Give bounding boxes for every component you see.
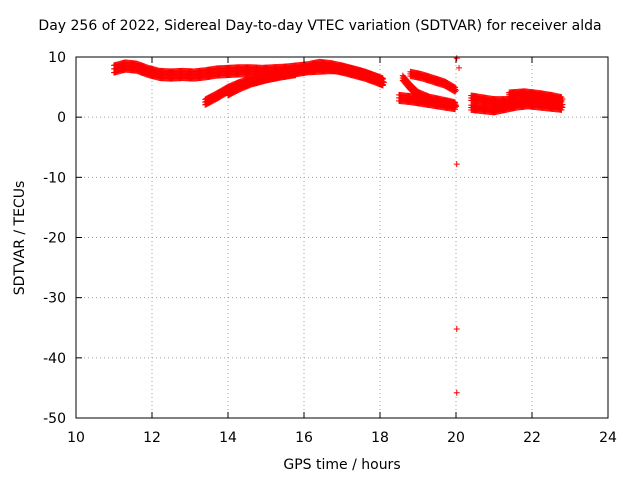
chart-title: Day 256 of 2022, Sidereal Day-to-day VTE…	[38, 18, 602, 34]
data-point	[451, 83, 458, 90]
y-tick-label: -30	[43, 291, 66, 307]
series-track	[225, 67, 300, 99]
outlier-point	[453, 389, 460, 396]
data-point	[379, 76, 386, 83]
data-point	[452, 100, 459, 107]
data-point	[293, 69, 300, 76]
y-tick-label: 10	[48, 50, 66, 66]
y-tick-label: -10	[43, 170, 66, 186]
x-tick-label: 16	[295, 430, 313, 446]
x-tick-label: 20	[447, 430, 465, 446]
tick-layer: 10 12 14 16 18 20 22 24 -50 -40 -30 -20 -10 0 10	[43, 50, 617, 446]
series-track	[468, 98, 566, 116]
y-axis-label: SDTVAR / TECUs	[12, 180, 28, 296]
x-axis-label: GPS time / hours	[283, 457, 401, 473]
x-tick-label: 10	[67, 430, 85, 446]
grid-layer	[76, 57, 608, 418]
data-point	[453, 87, 459, 94]
data-point	[452, 84, 459, 91]
outlier-point	[453, 325, 460, 332]
x-tick-label: 22	[523, 430, 541, 446]
x-tick-label: 14	[219, 430, 237, 446]
data-layer	[111, 55, 566, 396]
y-tick-label: 0	[57, 110, 66, 126]
data-point	[453, 103, 459, 110]
x-tick-label: 24	[599, 430, 617, 446]
outlier-point	[453, 55, 460, 62]
outlier-point	[453, 161, 460, 168]
series-track	[407, 68, 459, 95]
outlier-point	[456, 64, 463, 71]
y-tick-label: -40	[43, 351, 66, 367]
data-point	[559, 96, 566, 103]
y-tick-label: -20	[43, 231, 66, 247]
data-point	[380, 79, 387, 86]
y-tick-label: -50	[43, 411, 66, 427]
x-tick-label: 18	[371, 430, 389, 446]
series-track	[396, 91, 459, 113]
data-point	[559, 104, 566, 111]
series-track	[506, 88, 566, 104]
x-tick-label: 12	[143, 430, 161, 446]
